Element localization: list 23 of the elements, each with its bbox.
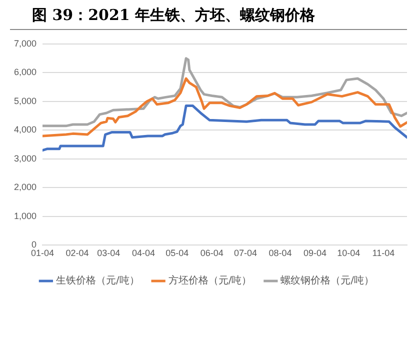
y-tick-label: 2,000 — [14, 182, 37, 192]
y-tick-label: 0 — [32, 240, 37, 250]
legend-label: 方坯价格（元/吨） — [168, 274, 252, 287]
chart-title: 图 39：2021 年生铁、方坯、螺纹钢价格 — [10, 0, 407, 30]
y-tick-label: 6,000 — [14, 67, 37, 78]
x-tick-label: 06-04 — [200, 248, 224, 258]
x-tick-label: 08-04 — [268, 248, 292, 258]
y-tick-label: 3,000 — [14, 153, 37, 164]
x-tick-label: 09-04 — [304, 248, 327, 258]
x-tick-label: 05-04 — [166, 248, 189, 258]
y-tick-label: 7,000 — [14, 38, 37, 48]
y-tick-label: 4,000 — [14, 124, 37, 135]
x-tick-label: 10-04 — [337, 248, 360, 258]
legend-label: 螺纹钢价格（元/吨） — [280, 274, 374, 287]
y-tick-label: 1,000 — [14, 210, 37, 221]
x-tick-label: 07-04 — [234, 248, 258, 258]
x-tick-label: 04-04 — [132, 248, 155, 258]
x-tick-label: 11-04 — [372, 248, 395, 258]
x-tick-label: 02-04 — [66, 248, 89, 258]
legend-label: 生铁价格（元/吨） — [56, 274, 140, 287]
x-tick-label: 01-04 — [31, 248, 54, 258]
x-tick-label: 03-04 — [97, 248, 120, 258]
y-tick-label: 5,000 — [14, 96, 37, 106]
